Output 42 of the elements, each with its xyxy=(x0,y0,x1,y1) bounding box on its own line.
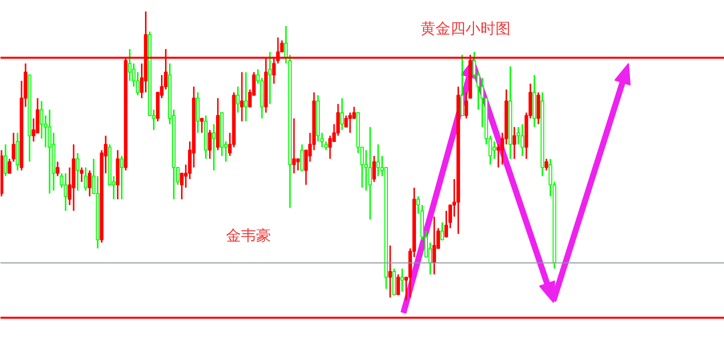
candlestick xyxy=(400,268,404,292)
text: 黄金四小时图 xyxy=(420,20,510,38)
candlestick xyxy=(48,108,52,194)
candlestick xyxy=(84,166,88,192)
candlestick xyxy=(120,155,124,200)
candlestick xyxy=(544,158,548,172)
candlestick xyxy=(372,155,376,183)
candlestick xyxy=(196,92,200,134)
candlestick xyxy=(88,170,92,198)
candlestick xyxy=(76,152,80,192)
candlestick xyxy=(300,144,304,172)
candlestick xyxy=(432,216,436,276)
candlestick xyxy=(348,112,352,134)
candlestick xyxy=(4,144,8,177)
candlestick xyxy=(200,118,204,134)
candlestick xyxy=(376,144,380,177)
candlestick xyxy=(520,123,524,157)
candlestick xyxy=(536,92,540,125)
candlestick xyxy=(396,274,400,296)
candlestick xyxy=(240,71,244,122)
candlestick xyxy=(236,86,240,114)
candlestick xyxy=(328,134,332,160)
candlestick xyxy=(56,160,60,177)
candlestick xyxy=(292,118,296,174)
candlestick xyxy=(368,126,372,220)
candlestick xyxy=(296,158,300,172)
candlestick xyxy=(392,268,396,296)
candlestick xyxy=(244,71,248,122)
candlestick xyxy=(388,244,392,298)
candlestick xyxy=(208,129,212,160)
candlestick xyxy=(64,172,68,212)
candlestick xyxy=(80,166,84,183)
candlestick xyxy=(212,123,216,172)
candlestick xyxy=(340,97,344,131)
candlestick xyxy=(16,132,20,172)
candlestick xyxy=(268,51,272,105)
annotation: 金韦豪 xyxy=(226,226,271,244)
candlestick xyxy=(12,132,16,162)
candlestick xyxy=(440,222,444,240)
candlestick xyxy=(512,126,516,160)
candlestick xyxy=(460,54,464,116)
candlestick xyxy=(492,140,496,160)
